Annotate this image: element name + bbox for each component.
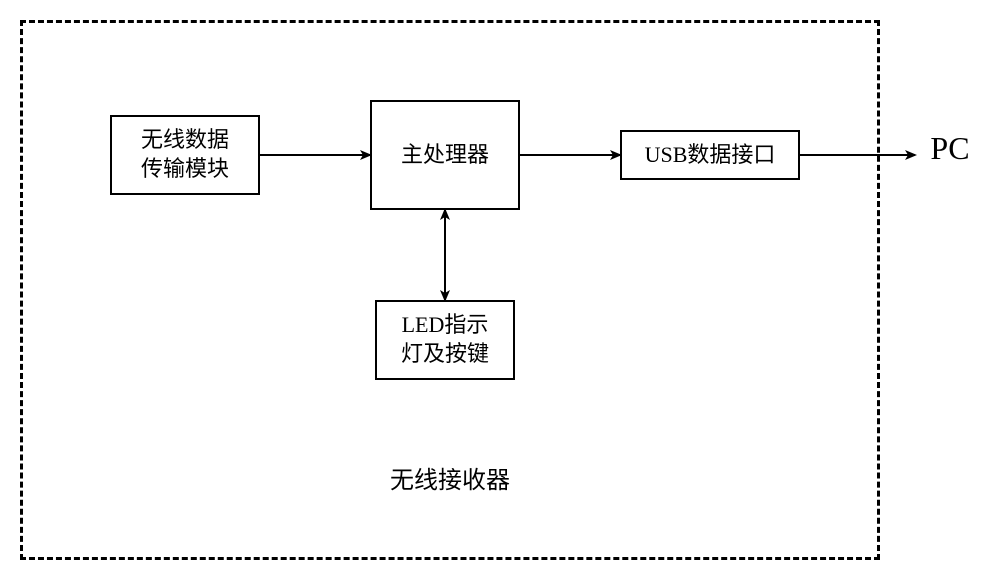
main-processor-box: 主处理器	[370, 100, 520, 210]
wireless-module-box: 无线数据传输模块	[110, 115, 260, 195]
led-buttons-label: LED指示灯及按键	[401, 311, 489, 368]
wireless-module-label: 无线数据传输模块	[141, 126, 229, 183]
usb-interface-label: USB数据接口	[645, 141, 776, 170]
pc-label: PC	[920, 130, 980, 180]
usb-interface-box: USB数据接口	[620, 130, 800, 180]
block-diagram: 无线数据传输模块 主处理器 USB数据接口 LED指示灯及按键 PC 无线接收器	[0, 0, 1000, 577]
main-processor-label: 主处理器	[401, 141, 489, 170]
led-buttons-box: LED指示灯及按键	[375, 300, 515, 380]
container-caption: 无线接收器	[20, 460, 880, 495]
